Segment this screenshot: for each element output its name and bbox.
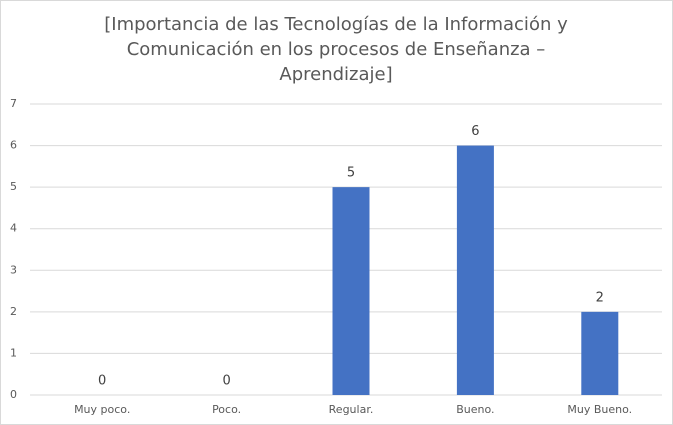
x-tick-label: Muy Bueno. — [567, 403, 632, 416]
bar — [456, 145, 494, 395]
y-tick-label: 4 — [10, 222, 17, 235]
data-label: 0 — [98, 374, 106, 389]
x-tick-label: Muy poco. — [74, 403, 130, 416]
y-tick-label: 1 — [10, 346, 17, 359]
y-tick-label: 3 — [10, 263, 17, 276]
data-label: 2 — [596, 290, 604, 305]
y-tick-label: 7 — [10, 97, 17, 110]
data-label: 0 — [222, 374, 230, 389]
data-label: 6 — [471, 124, 479, 139]
y-tick-label: 6 — [10, 139, 17, 152]
y-tick-label: 5 — [10, 180, 17, 193]
bar — [332, 187, 370, 395]
x-tick-label: Bueno. — [456, 403, 494, 416]
bar — [581, 311, 619, 395]
y-tick-label: 2 — [10, 305, 17, 318]
x-tick-label: Poco. — [212, 403, 241, 416]
chart-title: [Importancia de las Tecnologías de la In… — [104, 14, 568, 85]
y-tick-label: 0 — [10, 388, 17, 401]
data-label: 5 — [347, 166, 355, 181]
x-tick-label: Regular. — [329, 403, 374, 416]
